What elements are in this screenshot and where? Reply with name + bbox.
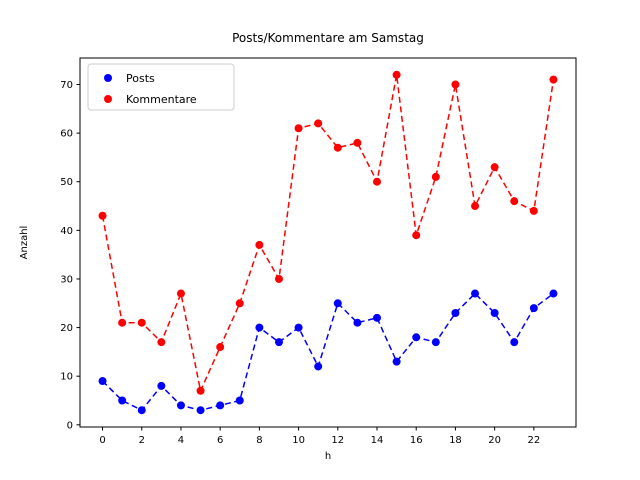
y-tick-label: 10: [60, 372, 73, 383]
y-tick-label: 40: [60, 226, 73, 237]
y-tick-label: 70: [60, 80, 73, 91]
data-point-kommentare: [431, 172, 440, 181]
data-point-posts: [431, 338, 440, 347]
x-tick-label: 6: [217, 435, 223, 446]
series-line-posts: [102, 292, 554, 412]
data-point-posts: [314, 362, 323, 371]
data-point-kommentare: [176, 289, 185, 298]
data-point-posts: [137, 406, 146, 415]
data-point-posts: [157, 381, 166, 390]
data-point-kommentare: [255, 240, 264, 249]
data-point-posts: [392, 357, 401, 366]
data-point-kommentare: [137, 318, 146, 327]
data-point-kommentare: [196, 386, 205, 395]
y-axis-label: Anzahl: [19, 226, 30, 260]
data-point-kommentare: [412, 231, 421, 240]
x-axis-label: h: [325, 451, 331, 462]
data-point-posts: [549, 289, 558, 298]
data-point-posts: [373, 313, 382, 322]
x-tick-label: 14: [371, 435, 384, 446]
data-point-kommentare: [294, 124, 303, 133]
data-point-posts: [510, 338, 519, 347]
x-axis: 0 2 4 6 8 10 12 14 16 18 20 22: [99, 427, 540, 446]
data-point-kommentare: [549, 75, 558, 84]
chart-title: Posts/Kommentare am Samstag: [232, 31, 424, 45]
data-point-kommentare: [451, 80, 460, 89]
y-tick-label: 30: [60, 274, 73, 285]
data-point-kommentare: [216, 343, 225, 352]
legend-label-posts: Posts: [126, 72, 155, 85]
x-tick-label: 20: [488, 435, 501, 446]
y-tick-label: 50: [60, 177, 73, 188]
y-tick-label: 60: [60, 129, 73, 140]
data-point-posts: [529, 304, 538, 313]
x-tick-label: 0: [99, 435, 105, 446]
data-point-posts: [196, 406, 205, 415]
data-point-kommentare: [471, 202, 480, 211]
legend-box: [87, 63, 235, 111]
x-tick-label: 8: [256, 435, 262, 446]
data-point-posts: [255, 323, 264, 332]
x-tick-label: 16: [410, 435, 423, 446]
data-point-kommentare: [529, 206, 538, 215]
data-point-kommentare: [333, 143, 342, 152]
data-point-kommentare: [373, 177, 382, 186]
legend-label-kommentare: Kommentare: [126, 93, 197, 106]
data-point-kommentare: [157, 338, 166, 347]
series-line-kommentare: [101, 74, 555, 394]
plot-border: [79, 57, 577, 428]
x-tick-label: 4: [178, 435, 184, 446]
data-point-posts: [490, 308, 499, 317]
x-tick-label: 10: [292, 435, 305, 446]
legend-marker-posts: [104, 74, 112, 82]
data-point-kommentare: [274, 274, 283, 283]
data-point-kommentare: [235, 299, 244, 308]
legend: Posts Kommentare: [87, 63, 235, 111]
data-point-posts: [118, 396, 127, 405]
y-tick-label: 0: [67, 420, 73, 431]
legend-marker-kommentare: [104, 95, 112, 103]
data-point-posts: [235, 396, 244, 405]
y-tick-label: 20: [60, 323, 73, 334]
x-tick-label: 18: [449, 435, 462, 446]
data-point-posts: [353, 318, 362, 327]
y-axis: 0 10 20 30 40 50 60 70: [60, 80, 80, 431]
series-kommentare: [98, 70, 558, 395]
data-point-posts: [216, 401, 225, 410]
data-point-posts: [98, 377, 107, 386]
data-point-kommentare: [392, 70, 401, 79]
x-tick-label: 2: [139, 435, 145, 446]
data-point-posts: [451, 308, 460, 317]
x-tick-label: 22: [527, 435, 540, 446]
x-tick-label: 12: [331, 435, 344, 446]
data-point-posts: [294, 323, 303, 332]
data-point-kommentare: [314, 119, 323, 128]
data-point-kommentare: [98, 211, 107, 220]
series-posts: [98, 289, 558, 415]
data-point-posts: [412, 333, 421, 342]
data-point-posts: [333, 299, 342, 308]
data-point-kommentare: [490, 163, 499, 172]
data-point-posts: [471, 289, 480, 298]
data-point-kommentare: [353, 138, 362, 147]
data-point-kommentare: [510, 197, 519, 206]
data-point-posts: [274, 338, 283, 347]
data-point-kommentare: [118, 318, 127, 327]
data-point-posts: [176, 401, 185, 410]
